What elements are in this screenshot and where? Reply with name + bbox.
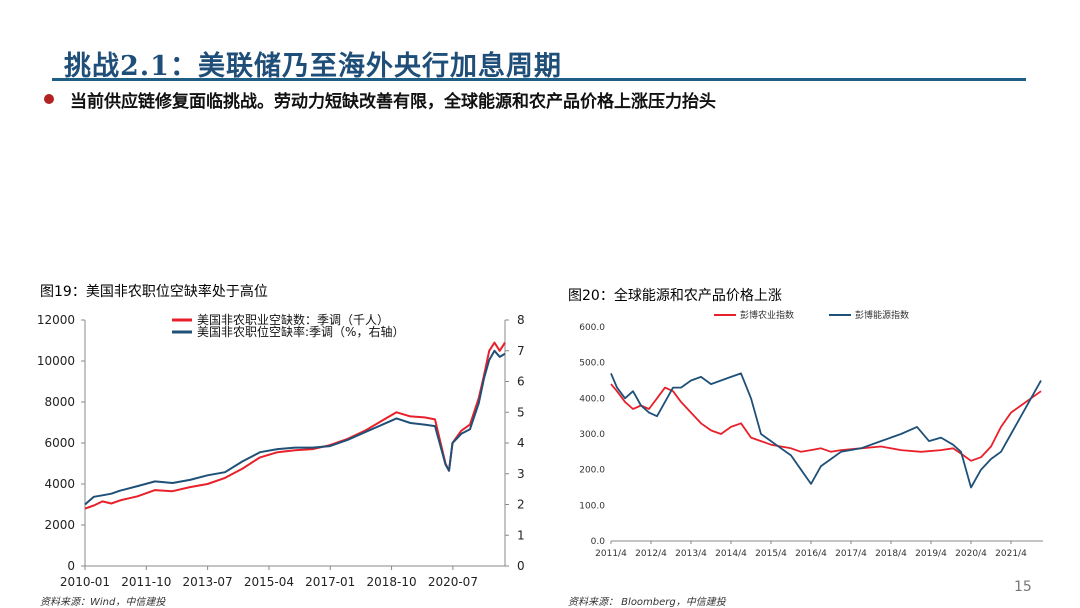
chart2-xtick-label: 2017/4 bbox=[835, 549, 867, 559]
chart1-ytick-label: 6000 bbox=[44, 436, 75, 450]
figure-19-source: 资料来源：Wind，中信建投 bbox=[40, 597, 166, 608]
chart1-ytick-label: 0 bbox=[67, 559, 75, 573]
chart2-xtick-label: 2015/4 bbox=[755, 549, 787, 559]
chart1-xtick-label: 2020-07 bbox=[428, 575, 478, 589]
chart1-y2tick-label: 8 bbox=[517, 313, 525, 327]
chart2-legend-label: 彭博能源指数 bbox=[855, 309, 909, 321]
chart2-xtick-label: 2014/4 bbox=[715, 549, 747, 559]
chart2-xtick-label: 2016/4 bbox=[795, 549, 827, 559]
figure-19-caption: 图19：美国非农职位空缺率处于高位 bbox=[40, 284, 268, 300]
chart1-y2tick-label: 5 bbox=[517, 405, 525, 419]
chart1-y2tick-label: 4 bbox=[517, 436, 525, 450]
figure-20-caption: 图20：全球能源和农产品价格上涨 bbox=[568, 288, 782, 304]
chart2-xtick-label: 2020/4 bbox=[955, 549, 987, 559]
chart2-series-energy-line bbox=[610, 372, 1042, 489]
chart1-xtick-label: 2010-01 bbox=[60, 575, 110, 589]
chart2-xtick-label: 2011/4 bbox=[595, 549, 627, 559]
chart2-ytick-label: 500.0 bbox=[579, 359, 605, 369]
chart1-ytick-label: 8000 bbox=[44, 395, 75, 409]
chart1-y2tick-label: 6 bbox=[517, 375, 525, 389]
chart1-xtick-label: 2018-10 bbox=[366, 575, 416, 589]
chart1-ytick-label: 2000 bbox=[44, 518, 75, 532]
bullet-dot-icon bbox=[44, 94, 54, 104]
chart1-y2tick-label: 2 bbox=[517, 498, 525, 512]
chart2-ytick-label: 600.0 bbox=[579, 323, 605, 333]
chart1-ytick-label: 10000 bbox=[37, 354, 75, 368]
chart2-ytick-label: 400.0 bbox=[579, 394, 605, 404]
chart1-xtick-label: 2015-04 bbox=[244, 575, 294, 589]
chart1-series-rate-line bbox=[84, 349, 506, 506]
chart1-xtick-label: 2013-07 bbox=[183, 575, 233, 589]
chart1-y2tick-label: 0 bbox=[517, 559, 525, 573]
chart2-xtick-label: 2021/4 bbox=[995, 549, 1027, 559]
chart2-xtick-label: 2013/4 bbox=[675, 549, 707, 559]
chart1-ytick-label: 12000 bbox=[37, 313, 75, 327]
chart2-ytick-label: 0.0 bbox=[591, 537, 606, 547]
chart1-legend-label: 美国非农职业空缺数：季调（千人） bbox=[197, 312, 389, 327]
chart2-xtick-label: 2018/4 bbox=[875, 549, 907, 559]
figure-20-source: 资料来源： Bloomberg，中信建投 bbox=[568, 597, 726, 608]
chart1-ytick-label: 4000 bbox=[44, 477, 75, 491]
chart1-y2tick-label: 7 bbox=[517, 344, 525, 358]
title-divider bbox=[52, 78, 1026, 81]
chart2-ytick-label: 200.0 bbox=[579, 466, 605, 476]
chart1-y2tick-label: 1 bbox=[517, 528, 525, 542]
chart1-y2tick-label: 3 bbox=[517, 467, 525, 481]
chart2-ytick-label: 100.0 bbox=[579, 501, 605, 511]
chart2-series-agriculture-line bbox=[610, 383, 1042, 462]
chart2-xtick-label: 2012/4 bbox=[635, 549, 667, 559]
chart2-legend-label: 彭博农业指数 bbox=[740, 309, 794, 321]
chart1-xtick-label: 2017-01 bbox=[305, 575, 355, 589]
chart2-ytick-label: 300.0 bbox=[579, 430, 605, 440]
chart2-xtick-label: 2019/4 bbox=[915, 549, 947, 559]
bullet-text: 当前供应链修复面临挑战。劳动力短缺改善有限，全球能源和农产品价格上涨压力抬头 bbox=[70, 92, 716, 112]
chart1-xtick-label: 2011-10 bbox=[121, 575, 171, 589]
page-number: 15 bbox=[1014, 579, 1032, 595]
slide-title: 挑战2.1：美联储乃至海外央行加息周期 bbox=[64, 51, 562, 82]
chart1-legend-label: 美国非农职位空缺率:季调（%，右轴） bbox=[197, 324, 404, 339]
